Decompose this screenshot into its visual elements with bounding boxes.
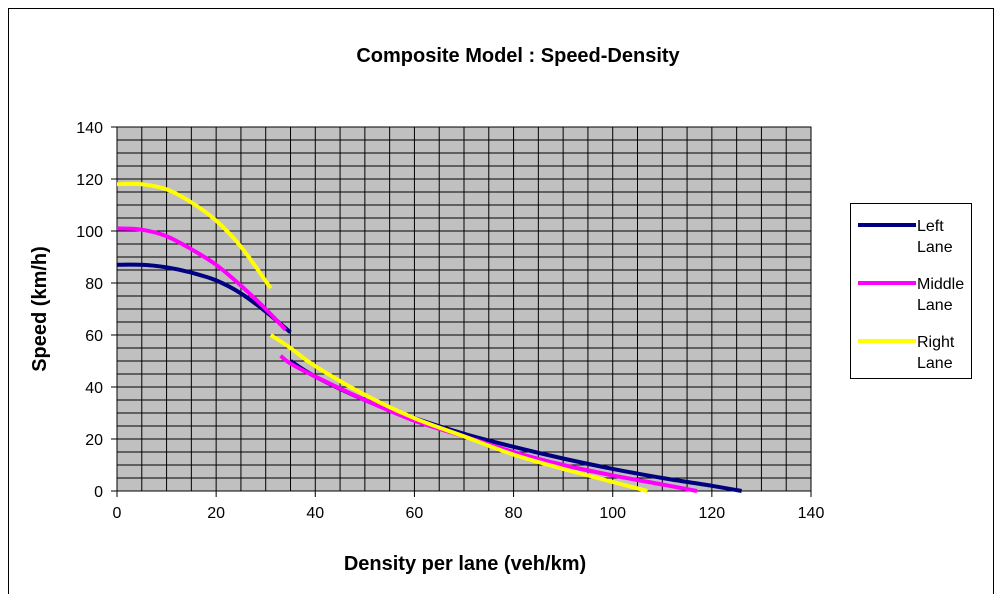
chart-title: Composite Model : Speed-Density [356,45,680,67]
y-tick-label: 40 [85,380,103,397]
legend-label-middle-lane: Middle [917,276,964,293]
y-axis-title: Speed (km/h) [29,246,51,372]
x-tick-label: 100 [599,505,626,522]
legend: Left Lane Middle Lane Right Lane [850,203,972,379]
x-tick-label: 80 [505,505,523,522]
series-line-right-lane-segment-2 [269,333,648,493]
series-line-middle-lane-segment-1 [116,226,287,332]
x-tick-label: 0 [113,505,122,522]
legend-label-left-lane: Left [917,218,944,235]
y-tick-label: 20 [85,432,103,449]
series-line-right-lane-segment-1 [116,181,273,290]
x-axis-title: Density per lane (veh/km) [344,553,586,575]
y-tick-label: 60 [85,328,103,345]
x-tick-label: 60 [406,505,424,522]
plot-area: 0 20 40 60 80 100 120 140 0 20 40 60 80 100 120 140 [76,120,824,522]
series-line-left-lane-segment-1 [116,262,292,334]
y-tick-label: 100 [76,224,103,241]
plot-frame [116,126,812,492]
legend-label-right-lane: Right [917,334,955,351]
y-tick-label: 0 [94,484,103,501]
y-tick-label: 80 [85,276,103,293]
legend-label-right-lane: Lane [917,355,953,372]
y-tick-label: 120 [76,172,103,189]
legend-label-middle-lane: Lane [917,297,953,314]
x-tick-label: 20 [207,505,225,522]
legend-label-left-lane: Lane [917,239,953,256]
y-tick-label: 140 [76,120,103,137]
legend-box [850,203,972,379]
x-tick-label: 40 [306,505,324,522]
x-tick-label: 140 [798,505,825,522]
x-tick-label: 120 [699,505,726,522]
